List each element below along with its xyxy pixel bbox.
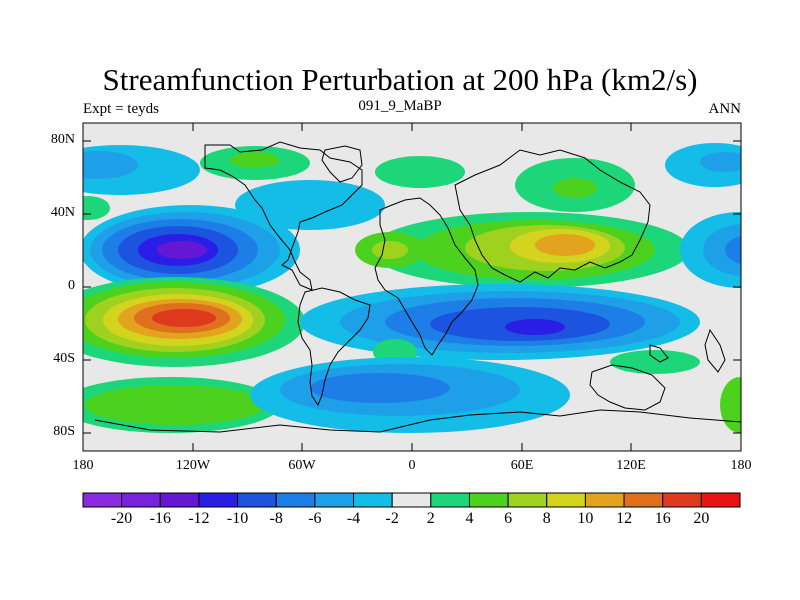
x-tick-label: 0 xyxy=(408,458,416,473)
contour-fill xyxy=(83,143,741,433)
colorbar-swatch xyxy=(159,492,200,508)
colorbar-swatch xyxy=(314,492,355,508)
coastlines xyxy=(94,141,741,433)
colorbar-swatch xyxy=(662,492,702,508)
colorbar xyxy=(82,492,741,508)
experiment-label: Expt = teyds xyxy=(83,101,159,117)
colorbar-swatch xyxy=(700,492,741,508)
x-tick-label: 120W xyxy=(175,458,211,473)
colorbar-level-label: -10 xyxy=(226,510,249,527)
colorbar-swatch xyxy=(507,492,548,508)
colorbar-level-label: 16 xyxy=(654,510,671,527)
x-tick-label: 180 xyxy=(72,458,94,473)
colorbar-level-label: -6 xyxy=(308,510,322,527)
y-tick-label: 40S xyxy=(53,351,75,366)
colorbar-level-label: -20 xyxy=(110,510,133,527)
x-tick-label: 120E xyxy=(616,458,646,473)
plot-title: Streamfunction Perturbation at 200 hPa (… xyxy=(102,62,698,97)
coastline-europe-africa xyxy=(374,197,479,356)
colorbar-level-label: -2 xyxy=(385,510,399,527)
colorbar-swatch xyxy=(391,492,432,508)
colorbar-level-label: -8 xyxy=(269,510,283,527)
colorbar-level-label: 2 xyxy=(426,510,435,527)
colorbar-level-label: 4 xyxy=(465,510,474,527)
colorbar-swatch xyxy=(430,492,470,508)
colorbar-level-label: 8 xyxy=(542,510,551,527)
y-tick-label: 80N xyxy=(50,132,75,147)
case-label: 091_9_MaBP xyxy=(358,98,442,114)
coastline-north-america xyxy=(204,141,363,291)
x-tick-label: 60E xyxy=(510,458,534,473)
coastline-antarctica xyxy=(94,409,741,433)
colorbar-swatch xyxy=(546,492,586,508)
season-label: ANN xyxy=(708,101,742,117)
colorbar-level-label: -4 xyxy=(346,510,361,527)
colorbar-swatch xyxy=(353,492,393,508)
tick-marks xyxy=(82,123,742,451)
coastline-asia xyxy=(454,149,651,283)
coastline-australia xyxy=(589,364,666,411)
colorbar-swatch xyxy=(623,492,664,508)
colorbar-swatch xyxy=(82,492,123,508)
colorbar-swatch xyxy=(275,492,316,508)
colorbar-level-label: 20 xyxy=(693,510,710,527)
y-tick-label: 80S xyxy=(53,424,75,439)
coastline-south-america xyxy=(297,287,371,407)
colorbar-level-label: -16 xyxy=(149,510,171,527)
colorbar-swatch xyxy=(121,492,161,508)
colorbar-level-label: 12 xyxy=(616,510,633,527)
x-tick-label: 60W xyxy=(288,458,316,473)
colorbar-swatch xyxy=(198,492,239,508)
colorbar-level-label: -12 xyxy=(188,510,210,527)
colorbar-level-label: 6 xyxy=(504,510,513,527)
colorbar-swatch xyxy=(584,492,625,508)
colorbar-swatch xyxy=(468,492,509,508)
coastline-greenland xyxy=(321,145,363,183)
colorbar-swatch xyxy=(237,492,277,508)
y-tick-label: 0 xyxy=(68,278,75,293)
x-tick-label: 180 xyxy=(730,458,752,473)
colorbar-level-label: 10 xyxy=(577,510,594,527)
y-tick-label: 40N xyxy=(50,205,75,220)
